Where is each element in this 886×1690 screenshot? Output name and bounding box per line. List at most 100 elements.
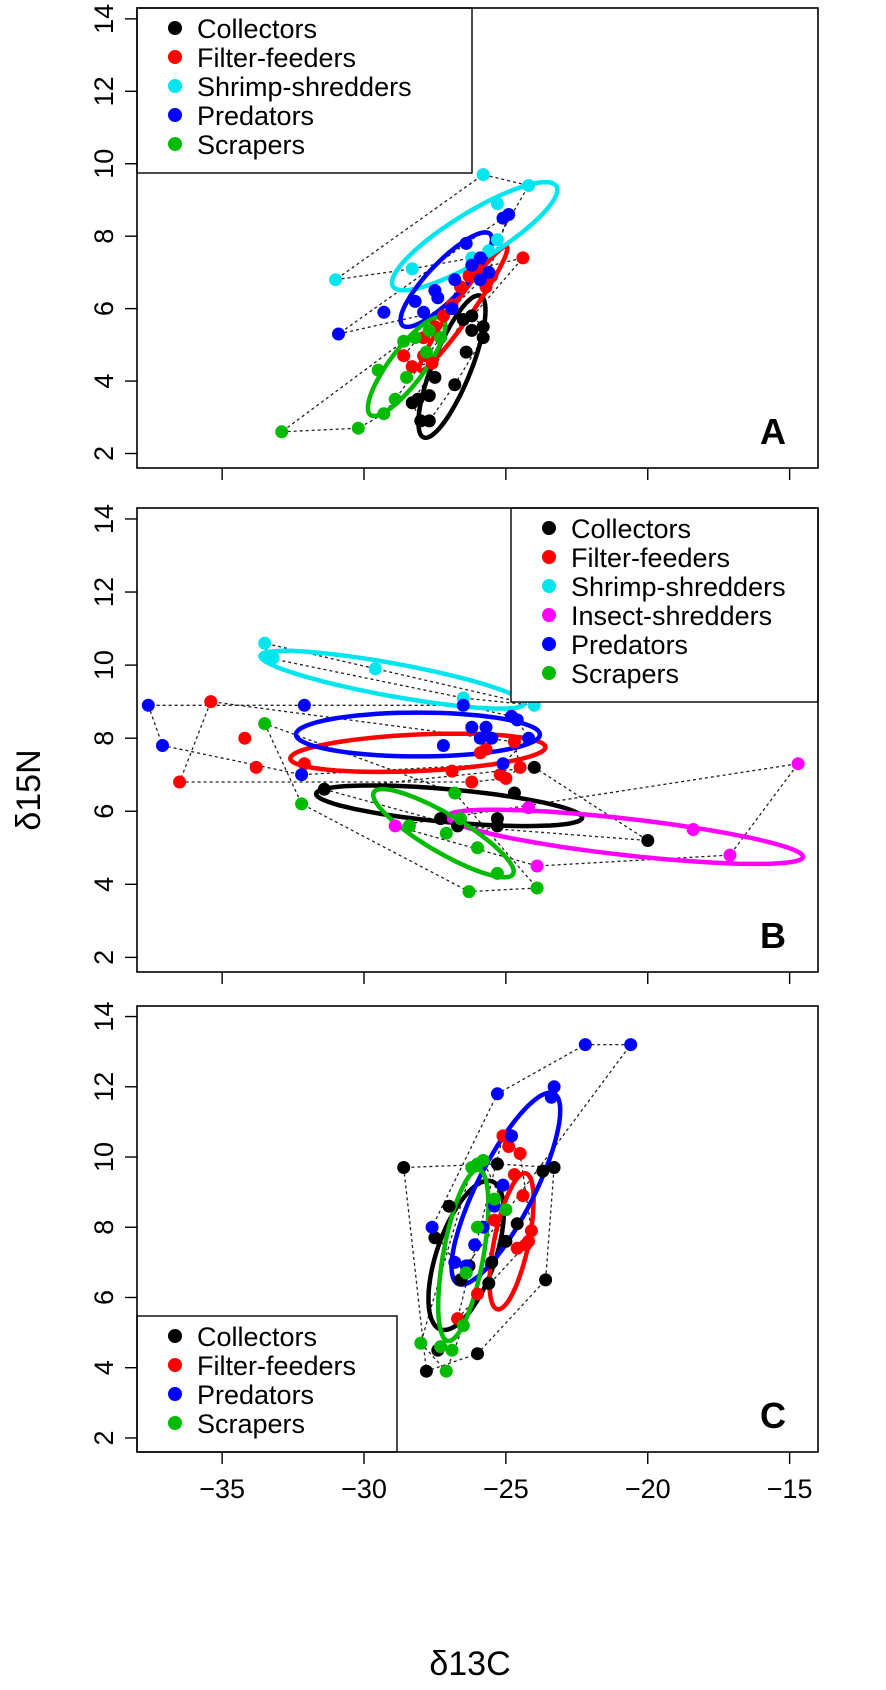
legend-label-shrimp-shredders: Shrimp-shredders xyxy=(571,572,786,602)
hull-insect-shredders xyxy=(395,762,800,867)
point-shrimp-shredders xyxy=(482,244,496,258)
point-filter-feeders xyxy=(249,760,263,774)
legend-marker-predators xyxy=(168,108,182,122)
point-filter-feeders xyxy=(502,1140,516,1153)
point-filter-feeders xyxy=(507,735,521,749)
point-filter-feeders xyxy=(397,349,411,363)
y-tick-label: 10 xyxy=(89,149,119,179)
y-tick-label: 4 xyxy=(89,877,119,892)
legend-b: CollectorsFilter-feedersShrimp-shredders… xyxy=(510,507,819,703)
point-collectors xyxy=(476,331,490,345)
point-predators xyxy=(377,305,391,319)
point-predators xyxy=(445,302,459,316)
point-scrapers xyxy=(351,421,365,435)
point-predators xyxy=(496,757,510,771)
x-tick-label: −35 xyxy=(199,1474,245,1504)
y-tick-label: 14 xyxy=(89,504,119,534)
point-filter-feeders xyxy=(516,251,530,265)
point-filter-feeders xyxy=(516,1189,530,1203)
point-scrapers xyxy=(434,1340,448,1354)
legend-label-predators: Predators xyxy=(197,1380,314,1410)
point-scrapers xyxy=(408,331,422,345)
point-collectors xyxy=(419,1364,433,1378)
point-filter-feeders xyxy=(522,1234,536,1248)
point-predators xyxy=(436,739,450,752)
legend-marker-filter-feeders xyxy=(168,1358,182,1372)
point-predators xyxy=(578,1038,592,1052)
point-collectors xyxy=(510,1217,524,1231)
point-scrapers xyxy=(377,407,391,421)
point-predators xyxy=(448,1255,462,1269)
point-predators xyxy=(417,305,431,319)
point-predators xyxy=(473,273,487,287)
point-scrapers xyxy=(371,363,385,377)
legend-marker-filter-feeders xyxy=(542,550,556,564)
legend-label-predators: Predators xyxy=(571,630,688,660)
point-predators xyxy=(456,698,470,712)
point-collectors xyxy=(411,392,425,406)
point-collectors xyxy=(397,1161,411,1174)
point-shrimp-shredders xyxy=(368,662,382,676)
legend-label-scrapers: Scrapers xyxy=(571,659,679,689)
y-tick-label: 10 xyxy=(89,1142,119,1172)
point-predators xyxy=(547,1080,561,1094)
point-filter-feeders xyxy=(405,360,419,374)
panel-a: 2 4 6 8 10 12 14 CollectorsFilter-feedersShrimp… xyxy=(89,4,819,480)
ellipse-scrapers xyxy=(370,786,516,880)
point-predators xyxy=(522,731,536,745)
point-predators xyxy=(448,273,462,287)
point-collectors xyxy=(456,313,470,326)
point-filter-feeders xyxy=(297,757,311,771)
point-predators xyxy=(408,294,422,308)
point-scrapers xyxy=(471,1220,484,1234)
point-filter-feeders xyxy=(425,356,439,370)
point-insect-shredders xyxy=(686,823,700,836)
y-tick-label: 6 xyxy=(89,1290,119,1305)
point-collectors xyxy=(459,345,473,359)
y-tick-label: 6 xyxy=(89,804,119,819)
point-scrapers xyxy=(445,1343,459,1357)
legend-marker-scrapers xyxy=(168,1416,182,1430)
point-predators xyxy=(295,768,309,782)
point-scrapers xyxy=(448,786,462,800)
point-collectors xyxy=(539,1273,553,1287)
point-scrapers xyxy=(471,841,484,855)
point-predators xyxy=(490,1087,504,1101)
point-predators xyxy=(479,720,493,734)
point-predators xyxy=(297,698,311,712)
point-predators xyxy=(465,258,479,272)
point-shrimp-shredders xyxy=(490,233,504,247)
point-filter-feeders xyxy=(479,742,493,756)
point-shrimp-shredders xyxy=(329,273,343,287)
panel-letter: C xyxy=(760,1395,786,1436)
panel-c: 2 4 6 8 10 12 14 −35 −30 −25 −20 −15 CollectorsFilte… xyxy=(89,1002,819,1504)
legend-label-scrapers: Scrapers xyxy=(197,1409,305,1439)
point-insect-shredders xyxy=(388,819,402,833)
legend-label-scrapers: Scrapers xyxy=(197,130,305,160)
point-predators xyxy=(496,1178,510,1192)
panel-frame xyxy=(136,507,819,973)
point-collectors xyxy=(482,1276,496,1290)
legend-label-collectors: Collectors xyxy=(197,1322,317,1352)
point-predators xyxy=(505,1129,518,1143)
point-scrapers xyxy=(476,1154,490,1167)
point-collectors xyxy=(490,1157,504,1171)
plot-area-c xyxy=(397,1038,638,1378)
point-collectors xyxy=(317,782,331,796)
point-predators xyxy=(485,731,499,745)
panel-frame xyxy=(136,7,819,469)
y-tick-label: 8 xyxy=(89,1220,119,1235)
point-scrapers xyxy=(439,826,453,840)
hull-shrimp-shredders xyxy=(263,642,535,706)
point-insect-shredders xyxy=(723,848,737,862)
panel-letter: B xyxy=(760,915,786,956)
point-predators xyxy=(510,713,524,727)
y-tick-label: 8 xyxy=(89,229,119,244)
point-collectors xyxy=(442,1199,456,1213)
point-collectors xyxy=(471,1347,484,1361)
point-filter-feeders xyxy=(204,695,218,709)
legend-label-insect-shredders: Insect-shredders xyxy=(571,601,772,631)
legend-marker-shrimp-shredders xyxy=(542,579,556,593)
plot-area-a xyxy=(275,168,560,441)
